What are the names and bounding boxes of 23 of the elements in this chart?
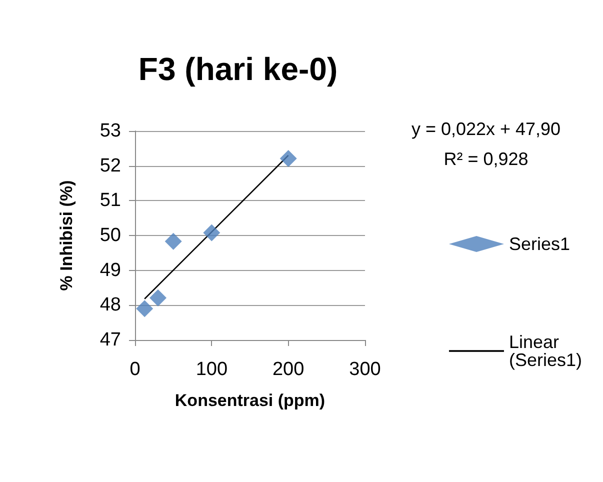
y-tick-label: 50 <box>100 225 121 246</box>
x-tick-label: 300 <box>349 359 381 380</box>
chart-title: F3 (hari ke-0) <box>138 51 338 87</box>
x-axis-title: Konsentrasi (ppm) <box>174 391 326 410</box>
y-tick-label: 51 <box>100 190 121 212</box>
y-tick-label: 53 <box>100 120 121 142</box>
x-tick-label: 0 <box>130 359 140 380</box>
y-tick-label: 52 <box>100 155 121 176</box>
legend-label: Series1 <box>508 234 570 254</box>
y-tick-label: 47 <box>100 330 121 350</box>
text: R² = 0,928 <box>444 149 528 169</box>
legend-label: Linear (Series1) <box>508 332 582 370</box>
point <box>203 224 220 242</box>
text: y = 0,022x + 47,90 <box>411 119 561 139</box>
point <box>280 150 297 168</box>
x-tick-label: 200 <box>272 359 304 380</box>
x-tick-label: 100 <box>196 359 228 380</box>
point <box>164 232 182 250</box>
y-tick-label: 48 <box>100 294 121 316</box>
point <box>150 289 166 306</box>
point <box>136 300 154 318</box>
y-tick-label: 49 <box>100 260 121 281</box>
y-axis-title: % Inhibisi (%) <box>57 180 76 291</box>
